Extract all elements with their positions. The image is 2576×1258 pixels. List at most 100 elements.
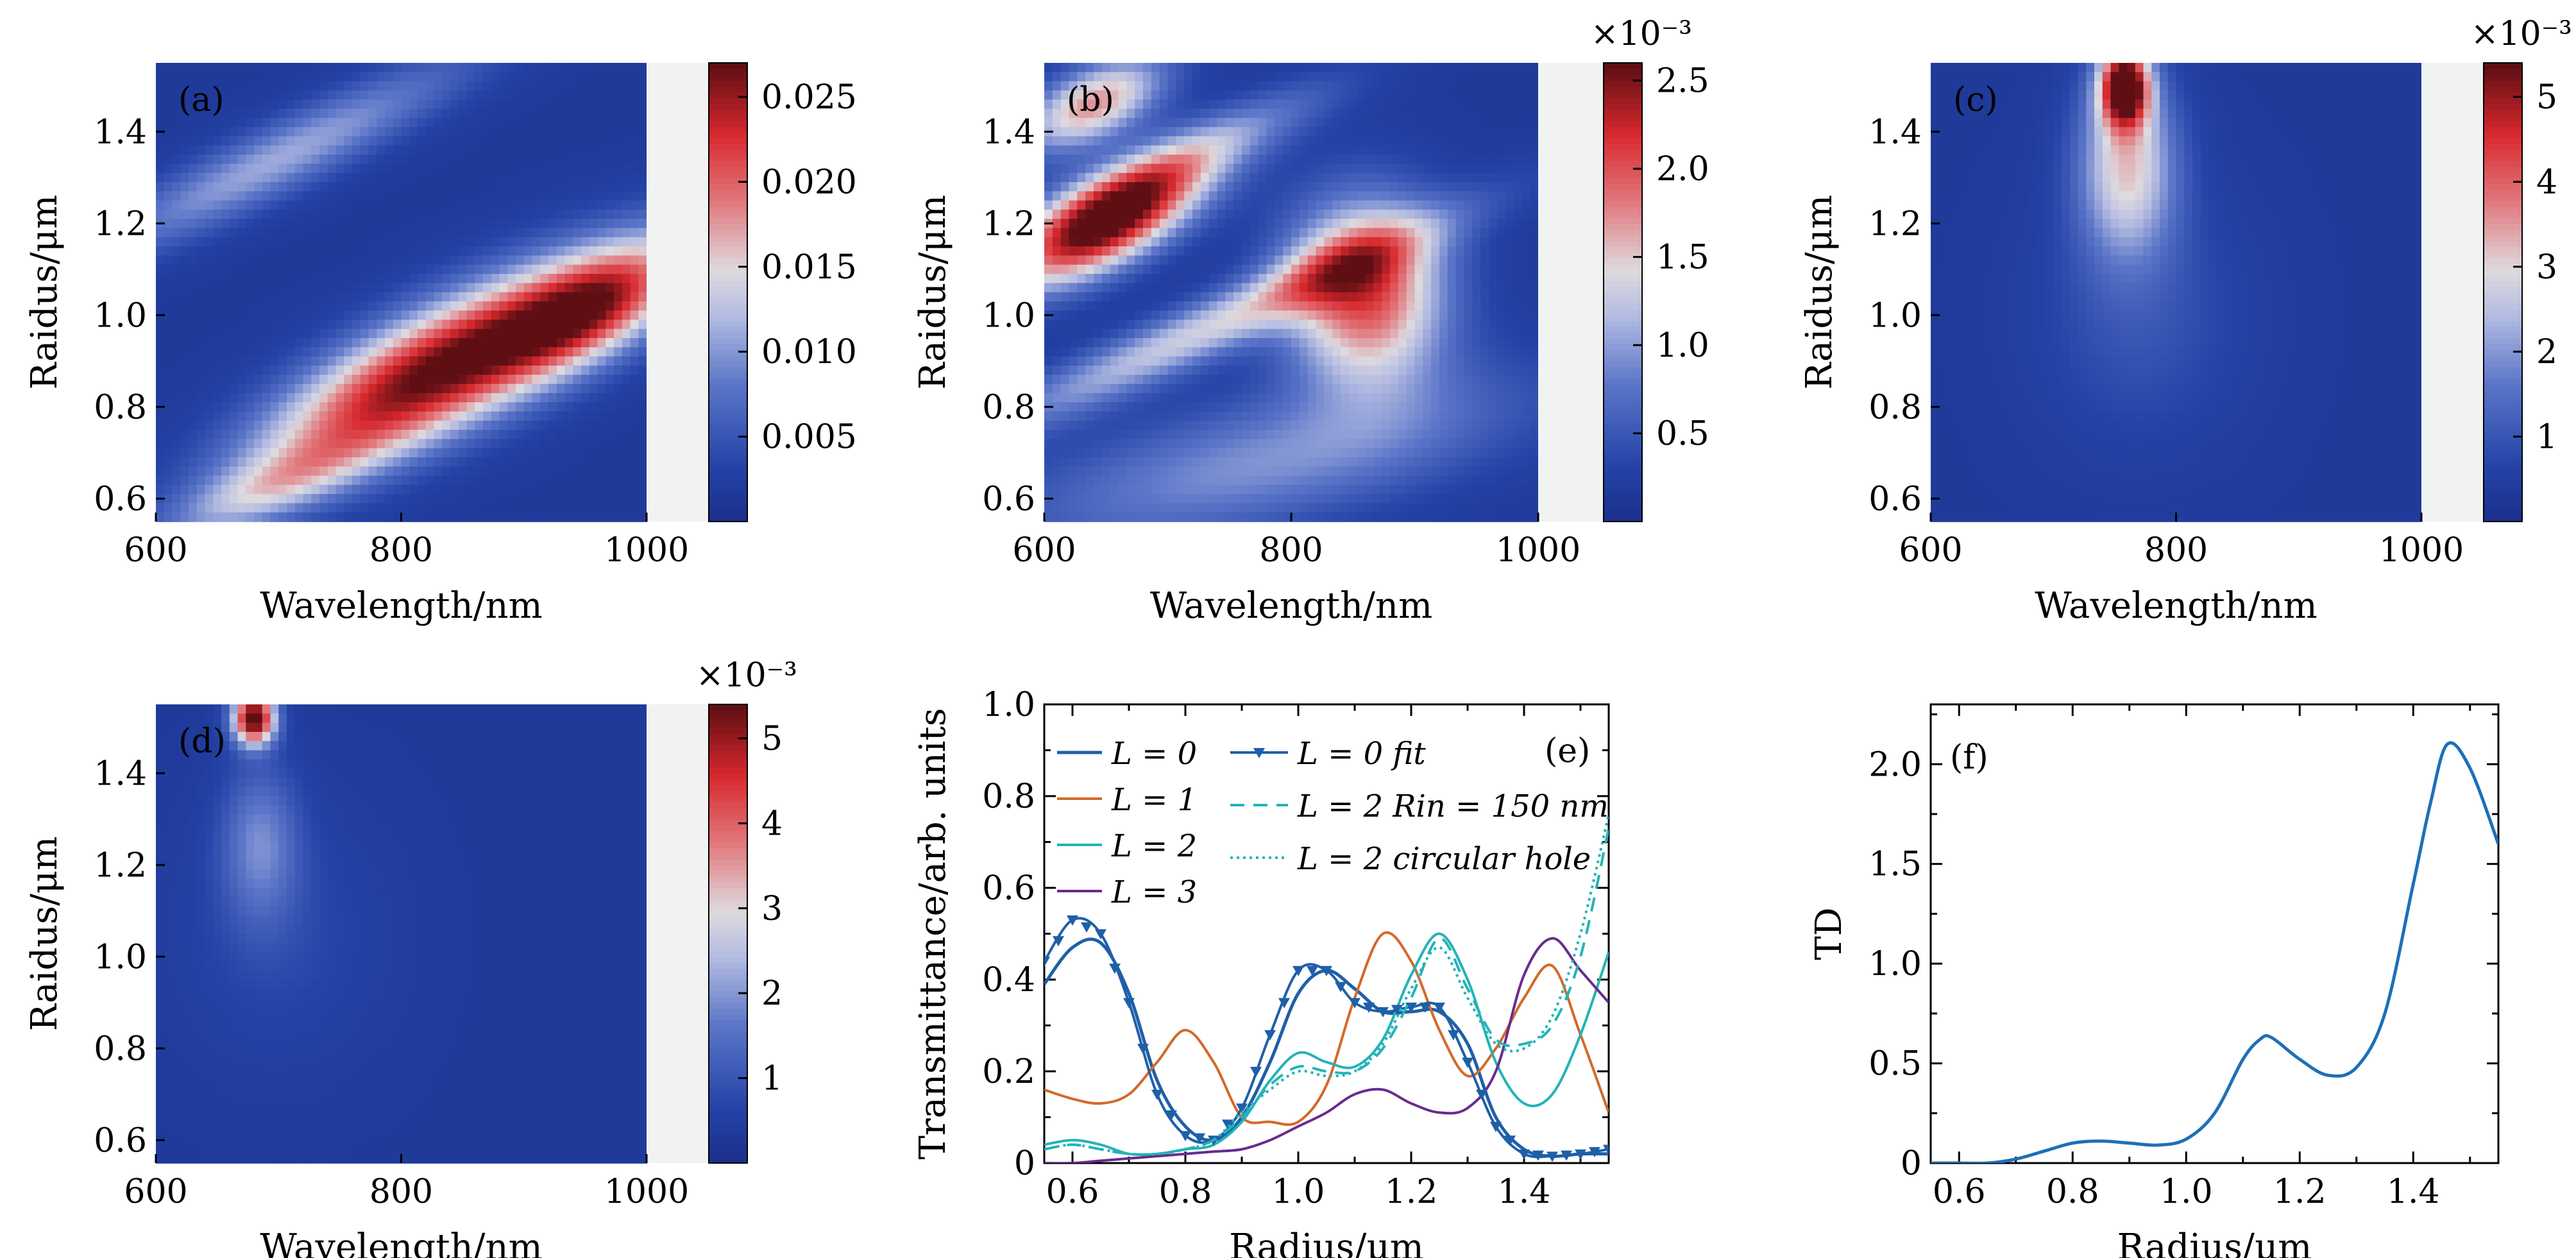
heatmap-cell [1291, 384, 1300, 394]
heatmap-cell [196, 90, 206, 100]
heatmap-cell [434, 155, 443, 165]
heatmap-cell [1159, 117, 1169, 128]
heatmap-cell [1291, 484, 1300, 495]
heatmap-cell [450, 209, 459, 219]
heatmap-cell [1242, 173, 1251, 183]
heatmap-cell [1225, 301, 1234, 311]
y-tick-label: 0.8 [94, 388, 147, 427]
heatmap-cell [581, 430, 590, 440]
heatmap-cell [287, 209, 296, 219]
heatmap-cell [1316, 439, 1325, 449]
heatmap-cell [614, 328, 623, 339]
heatmap-cell [335, 310, 345, 321]
heatmap-cell [1159, 430, 1169, 440]
heatmap-cell [262, 384, 271, 394]
heatmap-cell [311, 219, 320, 229]
heatmap-cell [254, 127, 263, 137]
heatmap-cell [483, 384, 492, 394]
heatmap-cell [278, 182, 287, 192]
heatmap-cell [385, 420, 394, 430]
heatmap-cell [622, 301, 631, 311]
heatmap-cell [1208, 475, 1218, 486]
heatmap-cell [491, 347, 500, 357]
heatmap-cell [1208, 127, 1218, 137]
heatmap-cell [1118, 411, 1128, 421]
heatmap-cell [335, 136, 345, 146]
heatmap-cell [1126, 127, 1135, 137]
heatmap-cell [1044, 264, 1053, 275]
heatmap-cell [466, 328, 476, 339]
heatmap-cell [401, 209, 411, 219]
heatmap-cell [458, 475, 468, 486]
heatmap-cell [1077, 347, 1086, 357]
heatmap-cell [156, 191, 165, 201]
heatmap-cell [319, 264, 328, 275]
heatmap-cell [606, 191, 614, 201]
heatmap-cell [1101, 255, 1111, 266]
heatmap-cell [1341, 484, 1350, 495]
heatmap-cell [516, 439, 525, 449]
heatmap-cell [189, 127, 198, 137]
heatmap-cell [450, 90, 459, 100]
heatmap-cell [532, 246, 541, 257]
heatmap-cell [311, 484, 320, 495]
heatmap-cell [1217, 264, 1226, 275]
heatmap-cell [246, 494, 255, 504]
heatmap-cell [1094, 301, 1103, 311]
heatmap-cell [581, 466, 590, 477]
heatmap-cell [1258, 375, 1267, 385]
heatmap-cell [1217, 99, 1226, 110]
heatmap-cell [434, 466, 443, 477]
heatmap-cell [172, 494, 182, 504]
heatmap-cell [1208, 439, 1218, 449]
heatmap-cell [393, 310, 402, 321]
heatmap-cell [278, 81, 287, 91]
heatmap-cell [246, 255, 255, 266]
heatmap-cell [254, 200, 263, 210]
heatmap-cell [614, 319, 623, 330]
heatmap-cell [278, 310, 287, 321]
heatmap-cell [368, 448, 378, 458]
heatmap-cell [1101, 155, 1111, 165]
heatmap-cell [1332, 182, 1341, 192]
heatmap-cell [205, 393, 214, 403]
heatmap-cell [475, 375, 484, 385]
heatmap-cell [1324, 503, 1333, 513]
heatmap-cell [483, 90, 492, 100]
heatmap-cell [1052, 283, 1062, 293]
heatmap-cell [1176, 375, 1185, 385]
heatmap-cell [499, 466, 509, 477]
heatmap-cell [196, 384, 206, 394]
heatmap-cell [442, 466, 451, 477]
heatmap-cell [409, 219, 418, 229]
heatmap-cell [294, 439, 304, 449]
heatmap-cell [213, 402, 222, 412]
heatmap-cell [385, 393, 394, 403]
heatmap-cell [189, 439, 198, 449]
heatmap-cell [1085, 255, 1094, 266]
heatmap-cell [270, 475, 280, 486]
heatmap-cell [1167, 200, 1177, 210]
heatmap-cell [303, 191, 312, 201]
heatmap-cell [189, 219, 198, 229]
heatmap-cell [589, 191, 598, 201]
heatmap-cell [466, 155, 476, 165]
heatmap-cell [1208, 72, 1218, 82]
heatmap-cell [1283, 393, 1292, 403]
heatmap-cell [1217, 127, 1226, 137]
heatmap-cell [327, 292, 337, 302]
heatmap-cell [1316, 264, 1325, 275]
heatmap-cell [221, 338, 230, 348]
heatmap-cell [1101, 484, 1111, 495]
heatmap-cell [1085, 365, 1094, 375]
heatmap-cell [180, 72, 189, 82]
colorbar-segment [709, 338, 747, 344]
heatmap-cell [1200, 384, 1210, 394]
heatmap-cell [368, 127, 378, 137]
heatmap-cell [180, 393, 189, 403]
heatmap-cell [1225, 63, 1234, 73]
heatmap-cell [287, 402, 296, 412]
heatmap-cell [1077, 439, 1086, 449]
heatmap-cell [418, 439, 427, 449]
heatmap-cell [1167, 108, 1177, 119]
